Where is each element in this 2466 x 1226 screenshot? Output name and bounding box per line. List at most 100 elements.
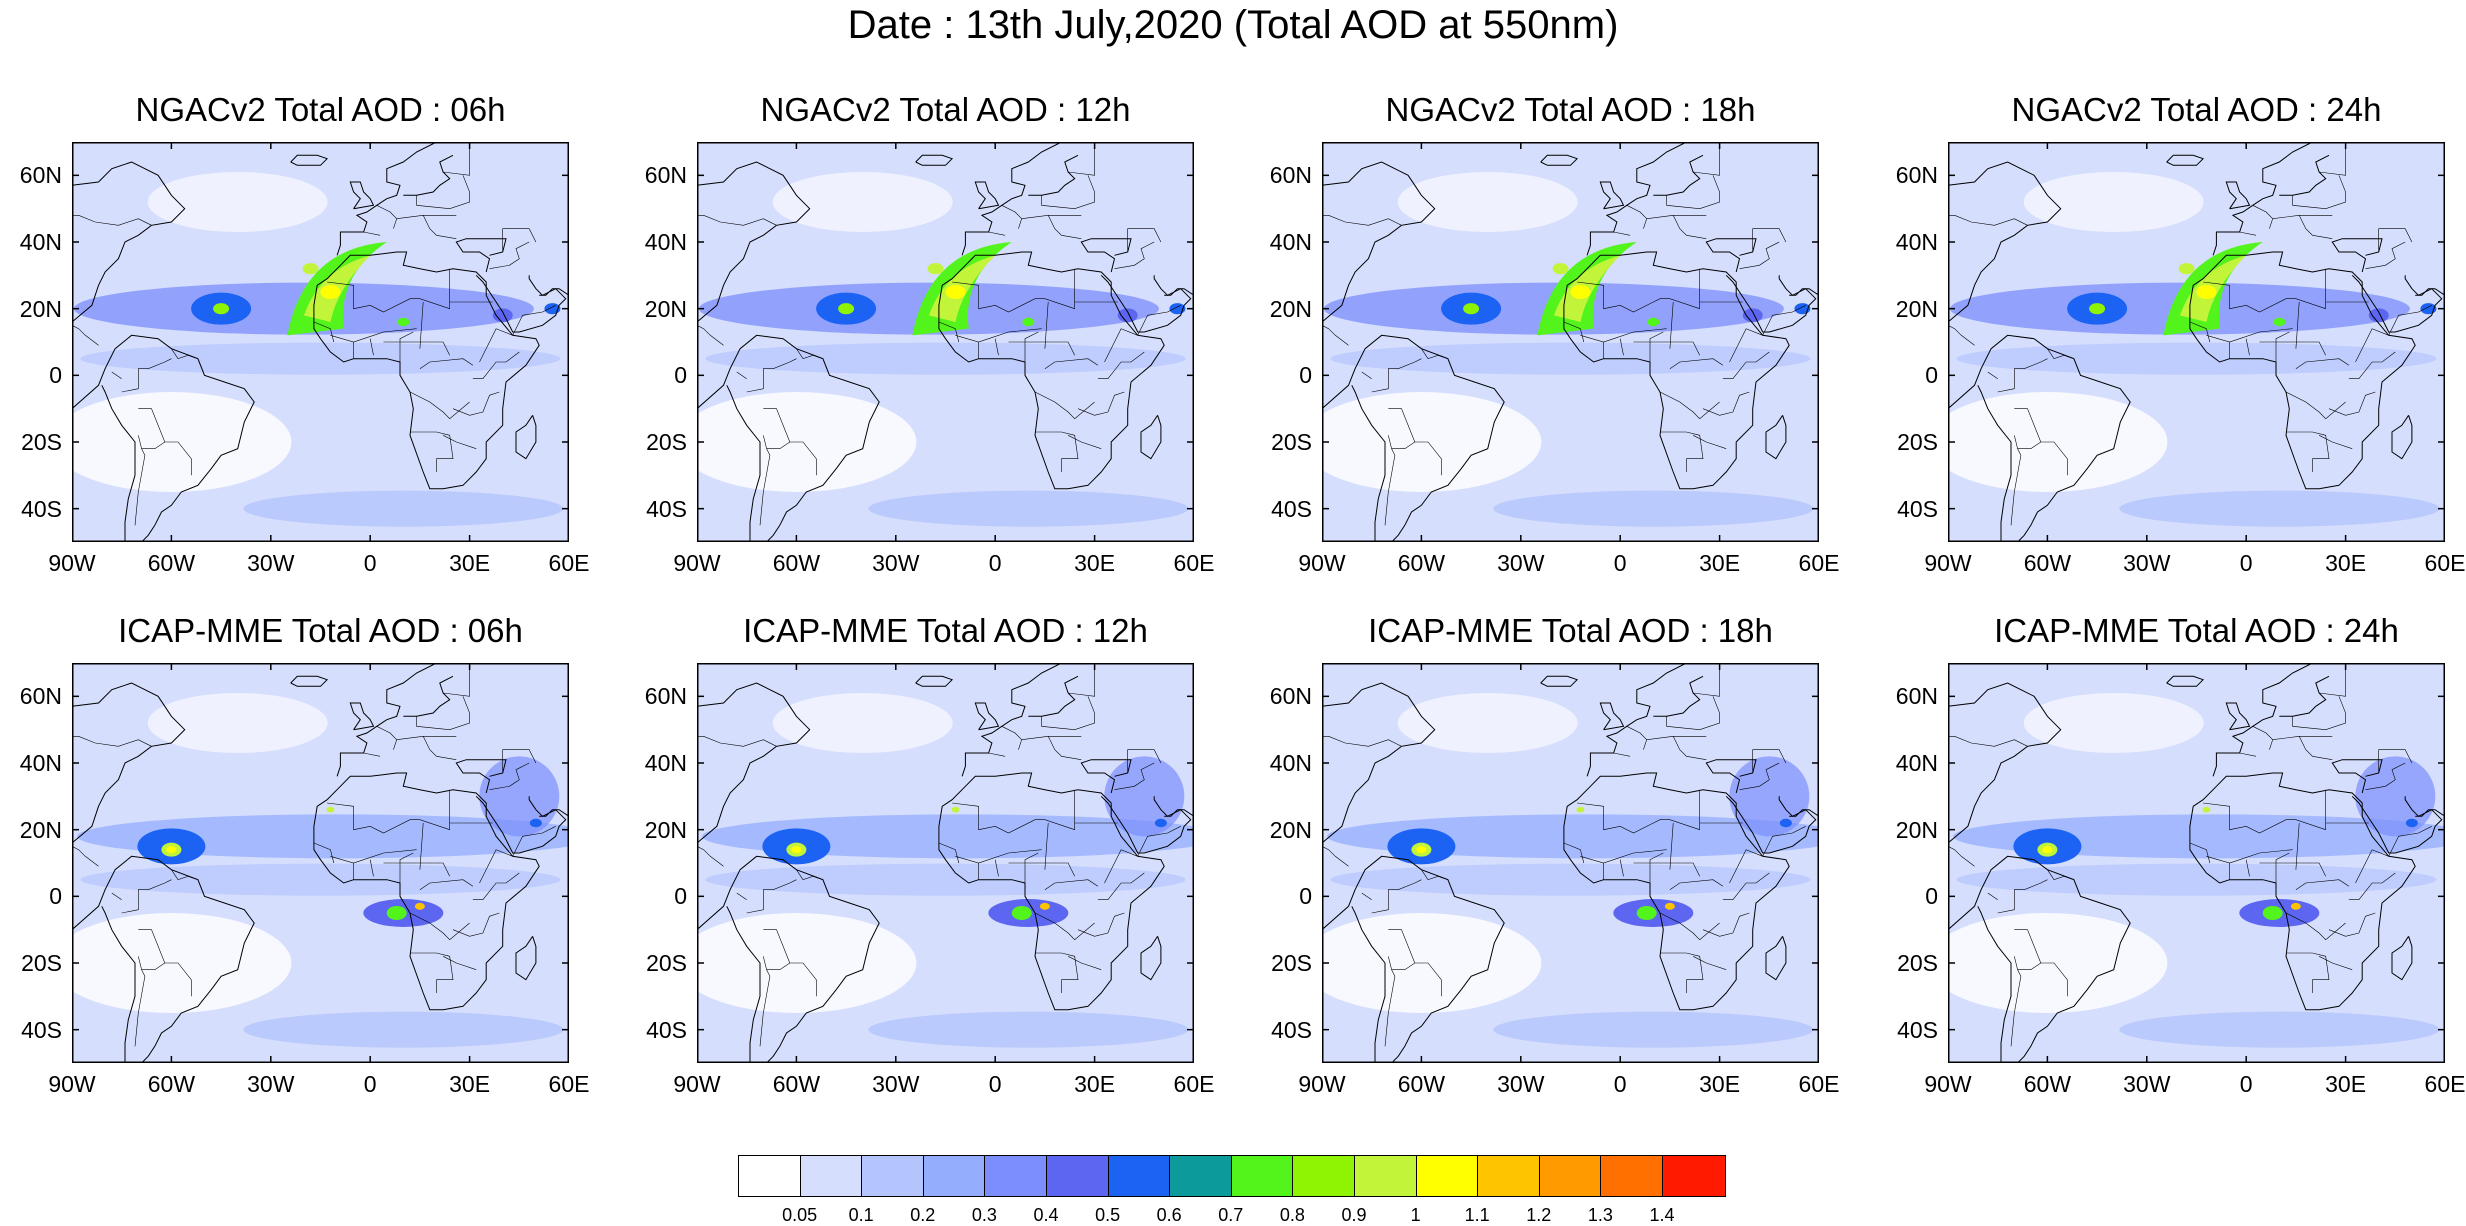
coastline xyxy=(2166,675,2205,687)
country-border xyxy=(1660,952,1704,993)
country-border xyxy=(697,736,777,747)
country-border xyxy=(952,281,1075,313)
panel-title: ICAP-MME Total AOD : 24h xyxy=(1994,612,2399,649)
coastline xyxy=(403,154,454,196)
coastline xyxy=(1322,334,1505,542)
lon-tick-label: 60W xyxy=(772,550,821,576)
coastline xyxy=(697,682,811,844)
map-frame xyxy=(697,142,1194,542)
aod-hotspot xyxy=(544,303,561,315)
lon-tick-label: 60E xyxy=(548,1071,590,1097)
aod-band-itcz xyxy=(1956,863,2437,896)
aod-band-southern xyxy=(868,1011,1189,1048)
country-border xyxy=(1104,849,1138,884)
aod-band-southern xyxy=(868,490,1189,527)
country-border xyxy=(2365,241,2406,269)
coastline xyxy=(72,334,255,542)
lat-tick-label: 60N xyxy=(1269,683,1312,710)
coastline xyxy=(938,772,1165,1011)
country-border xyxy=(111,371,122,379)
coastline xyxy=(2212,142,2313,256)
country-border xyxy=(2388,305,2432,336)
country-border xyxy=(2272,736,2333,740)
country-border xyxy=(697,325,724,346)
country-border xyxy=(512,305,556,336)
coastline xyxy=(1140,936,1162,981)
aod-hotspot xyxy=(1169,303,1186,315)
country-border xyxy=(419,879,474,890)
country-border xyxy=(1580,849,1667,864)
country-border xyxy=(489,241,530,269)
aod-hotspot xyxy=(1039,902,1050,910)
country-border xyxy=(2272,215,2333,219)
map-frame xyxy=(1948,142,2445,542)
lon-tick-label: 60E xyxy=(1798,550,1840,576)
aod-hotspot xyxy=(1022,317,1035,327)
coastline xyxy=(1164,809,1194,817)
country-border xyxy=(313,842,335,864)
country-border xyxy=(1388,408,1416,443)
country-border xyxy=(1047,736,1082,760)
coastline xyxy=(313,251,540,490)
country-border xyxy=(383,862,450,877)
coastline xyxy=(2415,288,2445,296)
country-border xyxy=(1127,228,1162,252)
coastline xyxy=(2166,154,2205,166)
country-border xyxy=(1322,215,1402,226)
country-border xyxy=(410,431,454,472)
country-border xyxy=(1371,879,1422,914)
lon-tick-label: 30W xyxy=(2123,550,2171,576)
lon-tick-label: 30W xyxy=(872,1071,920,1097)
lat-tick-label: 20N xyxy=(1895,816,1938,843)
coastline xyxy=(2225,181,2251,210)
lat-tick-label: 40S xyxy=(646,495,687,522)
coastline xyxy=(1540,154,1579,166)
coastline xyxy=(72,855,255,1063)
country-border xyxy=(746,358,797,393)
country-border xyxy=(988,231,1006,236)
country-border xyxy=(1322,325,1349,346)
lon-tick-label: 60E xyxy=(1173,1071,1215,1097)
aod-low-south-atlantic xyxy=(72,913,292,1013)
country-border xyxy=(2047,348,2074,360)
country-border xyxy=(1649,331,1664,362)
country-border xyxy=(419,822,424,870)
country-border xyxy=(1646,215,1707,219)
colorbar-label: 1.2 xyxy=(1526,1205,1552,1225)
coastline xyxy=(961,663,1062,777)
country-border xyxy=(2319,142,2346,176)
country-border xyxy=(994,859,999,877)
country-border xyxy=(327,802,450,834)
country-border xyxy=(1722,351,1770,379)
country-border xyxy=(442,435,477,449)
aod-map-2 xyxy=(697,142,1194,542)
coastline xyxy=(726,385,761,542)
coastline xyxy=(1164,288,1194,296)
colorbar-label: 0.6 xyxy=(1156,1205,1182,1225)
country-border xyxy=(2355,328,2389,363)
country-border xyxy=(369,859,374,877)
lon-tick-label: 60W xyxy=(1397,1071,1446,1097)
coastline xyxy=(1705,238,1757,273)
colorbar-swatch xyxy=(862,1156,924,1196)
country-border xyxy=(1114,241,1155,269)
country-border xyxy=(472,351,520,379)
country-border xyxy=(1047,215,1082,239)
country-border xyxy=(443,142,470,176)
country-border xyxy=(796,348,823,360)
aod-hotspot xyxy=(791,846,802,854)
colorbar-swatch xyxy=(985,1156,1047,1196)
coastline xyxy=(539,288,569,296)
country-border xyxy=(2298,736,2333,760)
country-border xyxy=(736,892,747,900)
country-border xyxy=(1669,879,1724,890)
aod-hotspot xyxy=(1794,303,1811,315)
lat-tick-label: 20S xyxy=(1897,950,1938,976)
aod-hotspot xyxy=(1636,906,1657,920)
coastline xyxy=(539,809,569,817)
country-border xyxy=(1322,736,1402,747)
aod-hotspot xyxy=(2290,902,2301,910)
lat-tick-label: 40S xyxy=(21,495,62,522)
aod-hotspot xyxy=(1779,818,1792,828)
coastline xyxy=(313,772,540,1011)
